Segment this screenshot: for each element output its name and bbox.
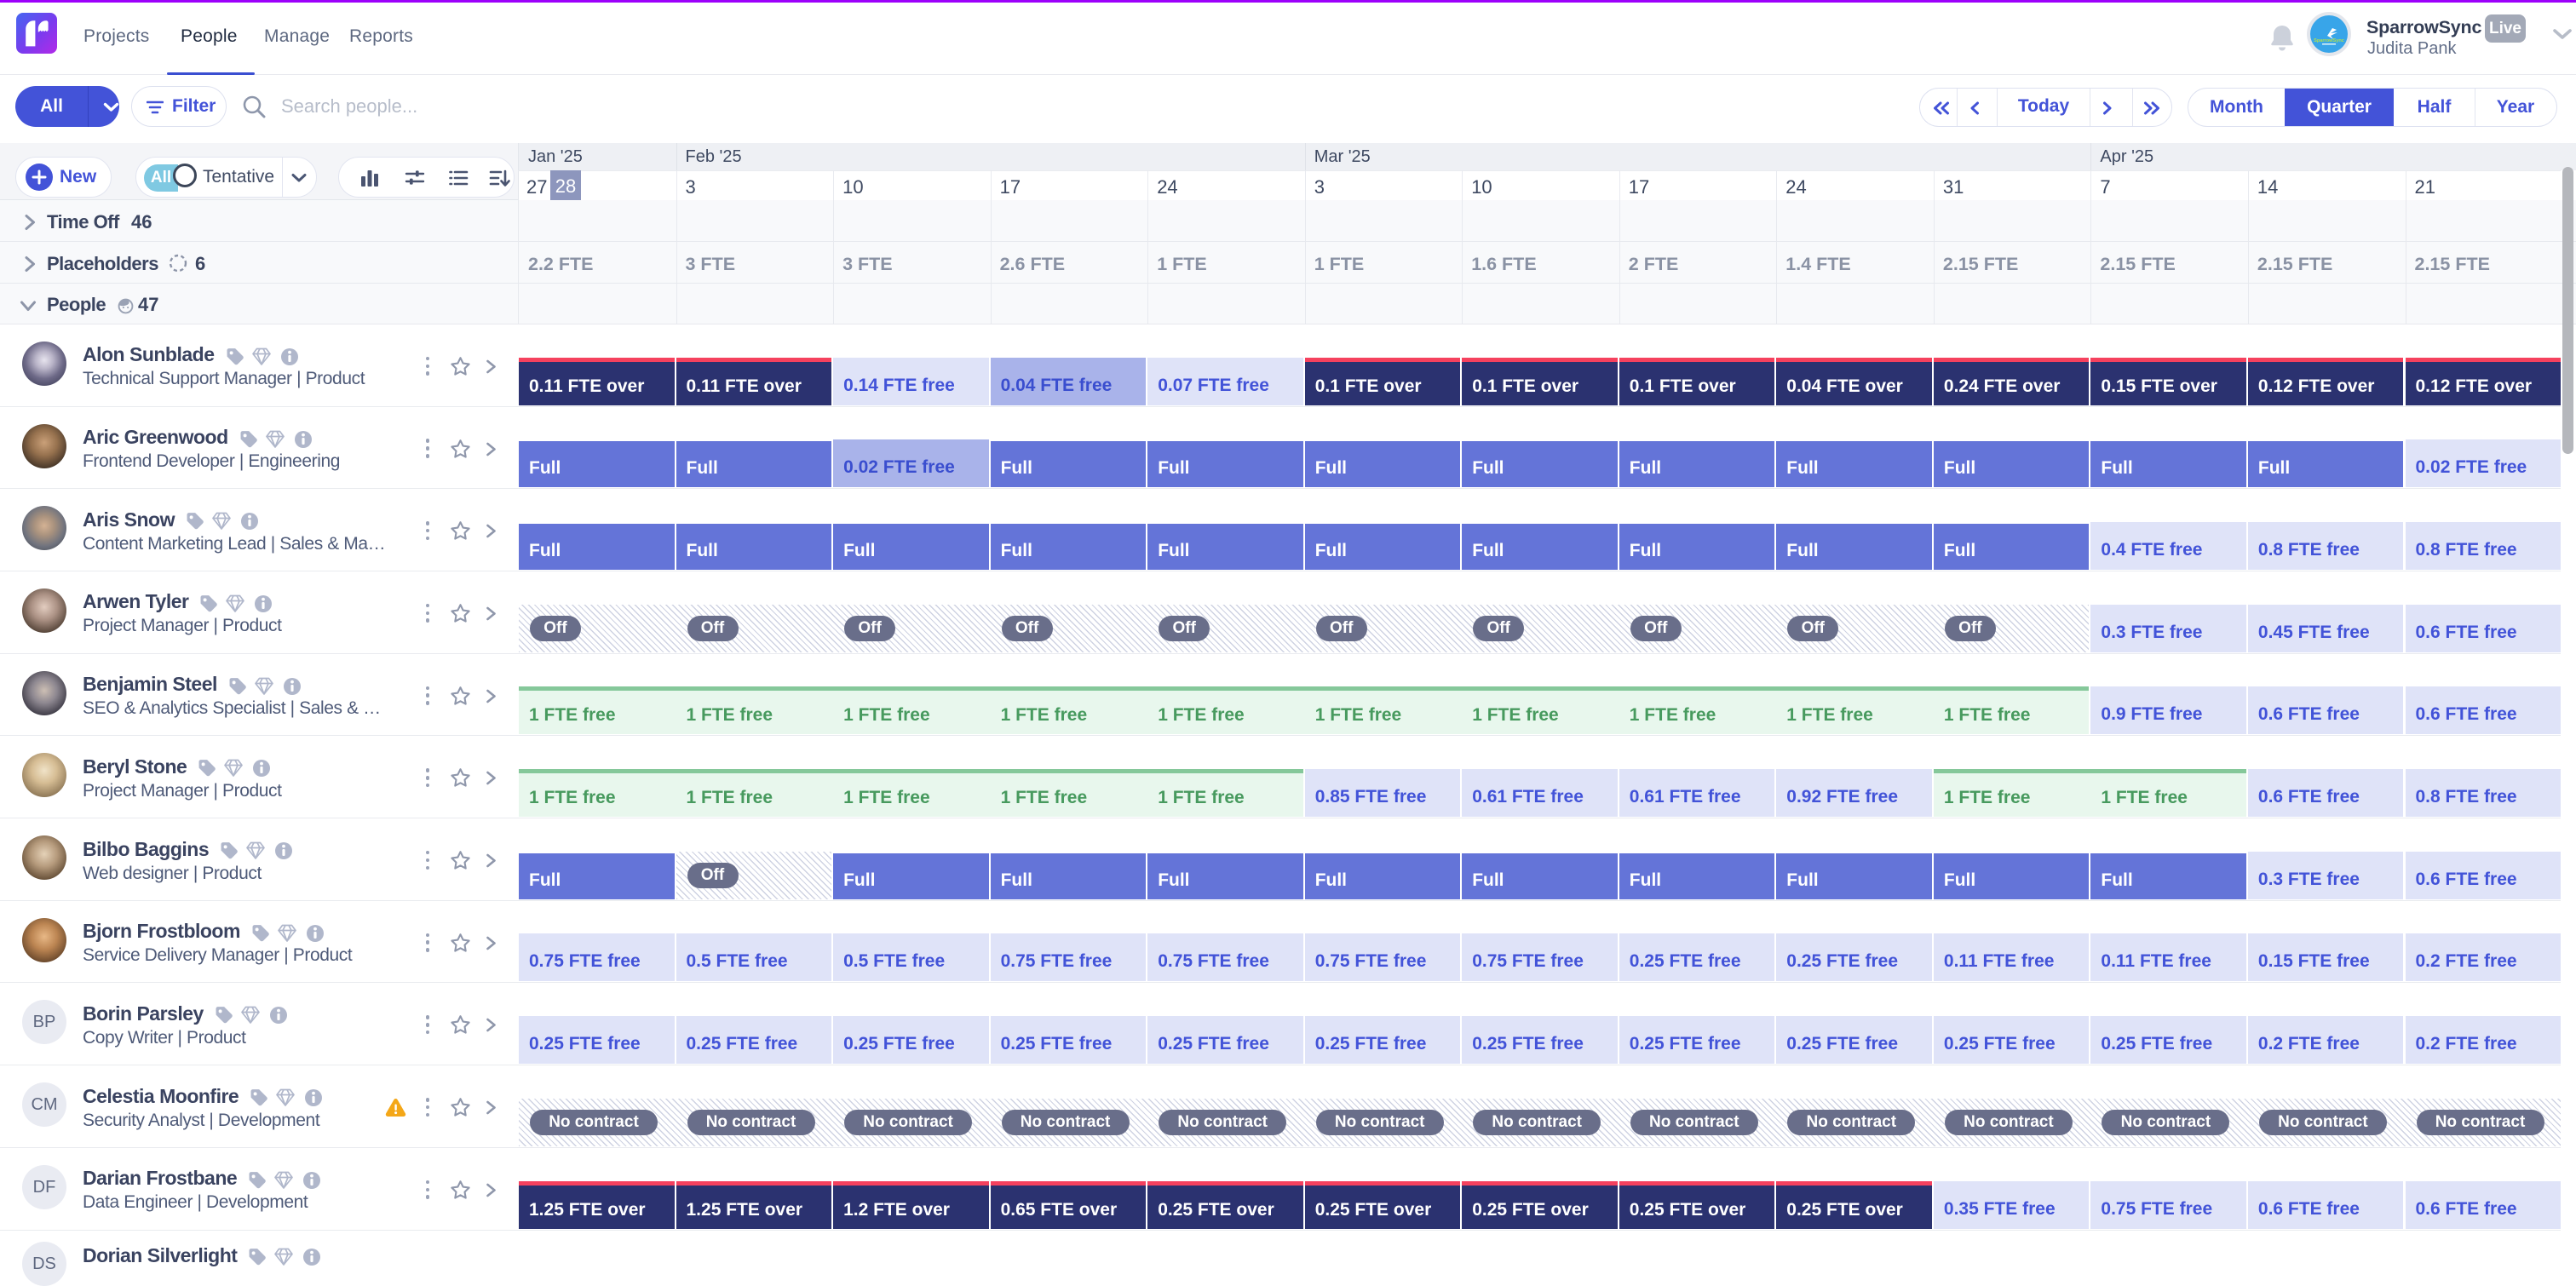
svg-text:SparrowSync: SparrowSync bbox=[2314, 38, 2344, 43]
